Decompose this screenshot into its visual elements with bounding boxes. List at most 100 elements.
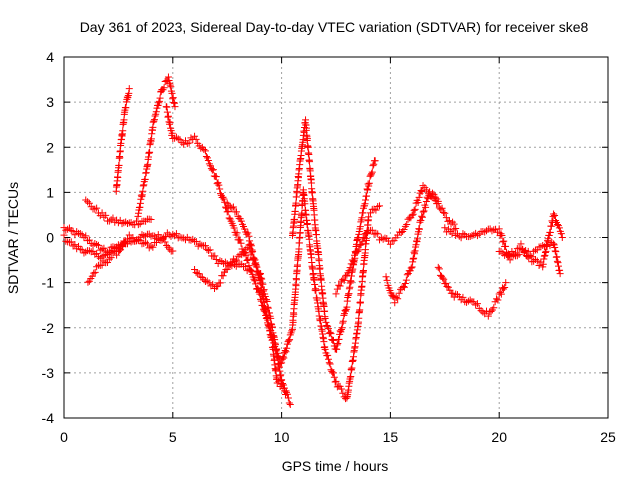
data-point-marker <box>209 166 217 174</box>
data-point-marker <box>286 336 294 344</box>
data-point-marker <box>134 236 142 244</box>
data-point-marker <box>371 157 379 165</box>
data-point-marker <box>306 158 314 166</box>
data-point-marker <box>324 351 332 359</box>
data-point-marker <box>250 255 258 263</box>
data-point-marker <box>96 254 104 262</box>
data-point-marker <box>324 355 332 363</box>
data-point-marker <box>455 232 463 240</box>
data-point-marker <box>195 270 203 278</box>
data-point-marker <box>212 255 220 263</box>
data-point-marker <box>64 225 72 233</box>
data-point-marker <box>283 344 291 352</box>
data-point-marker <box>251 277 259 285</box>
data-point-marker <box>339 389 347 397</box>
data-point-marker <box>98 209 106 217</box>
data-point-marker <box>539 241 547 249</box>
data-point-marker <box>420 207 428 215</box>
data-point-marker <box>356 223 364 231</box>
data-point-marker <box>303 135 311 143</box>
data-point-marker <box>440 275 448 283</box>
data-point-marker <box>333 341 341 349</box>
data-point-marker <box>365 213 373 221</box>
data-point-marker <box>180 140 188 148</box>
data-point-marker <box>212 173 220 181</box>
data-point-marker <box>394 295 402 303</box>
data-point-marker <box>171 103 179 111</box>
y-tick-label: -2 <box>42 320 55 336</box>
data-point-marker <box>302 124 310 132</box>
data-point-marker <box>322 318 330 326</box>
data-point-marker <box>386 240 394 248</box>
data-point-marker <box>206 246 214 254</box>
data-point-marker <box>459 293 467 301</box>
data-point-marker <box>91 268 99 276</box>
data-point-marker <box>159 235 167 243</box>
data-point-marker <box>360 233 368 241</box>
data-point-marker <box>178 139 186 147</box>
data-point-marker <box>540 255 548 263</box>
data-point-marker <box>533 257 541 265</box>
data-point-marker <box>285 399 293 407</box>
data-point-marker <box>553 253 561 261</box>
data-point-marker <box>272 341 280 349</box>
data-point-marker <box>325 359 333 367</box>
data-point-marker <box>91 250 99 258</box>
data-point-marker <box>85 236 93 244</box>
data-point-marker <box>359 267 367 275</box>
data-point-marker <box>312 230 320 238</box>
x-tick-label: 0 <box>60 429 68 445</box>
data-point-marker <box>247 240 255 248</box>
data-point-marker <box>403 221 411 229</box>
data-point-marker <box>408 211 416 219</box>
data-point-marker <box>330 373 338 381</box>
data-point-marker <box>202 153 210 161</box>
data-point-marker <box>506 251 514 259</box>
data-point-marker <box>155 99 163 107</box>
data-point-marker <box>495 225 503 233</box>
data-point-marker <box>216 257 224 265</box>
series-sat-e <box>112 85 133 195</box>
data-point-marker <box>515 244 523 252</box>
data-point-marker <box>165 231 173 239</box>
data-point-marker <box>345 267 353 275</box>
data-point-marker <box>459 230 467 238</box>
data-point-marker <box>107 254 115 262</box>
data-point-marker <box>234 252 242 260</box>
data-point-marker <box>216 185 224 193</box>
data-point-marker <box>226 261 234 269</box>
data-point-marker <box>363 185 371 193</box>
data-point-marker <box>233 229 241 237</box>
data-point-marker <box>320 338 328 346</box>
data-point-marker <box>543 243 551 251</box>
y-tick-label: -3 <box>42 365 55 381</box>
data-point-marker <box>93 204 101 212</box>
data-point-marker <box>147 242 155 250</box>
data-point-marker <box>242 252 250 260</box>
x-tick-label: 20 <box>491 429 507 445</box>
data-point-marker <box>368 226 376 234</box>
data-point-marker <box>181 137 189 145</box>
data-point-marker <box>395 289 403 297</box>
data-point-marker <box>479 228 487 236</box>
data-point-marker <box>347 372 355 380</box>
y-tick-label: 2 <box>46 139 54 155</box>
data-point-marker <box>146 148 154 156</box>
data-point-marker <box>278 359 286 367</box>
data-point-marker <box>211 252 219 260</box>
data-point-marker <box>526 252 534 260</box>
data-point-marker <box>119 242 127 250</box>
data-point-marker <box>140 232 148 240</box>
data-point-marker <box>461 231 469 239</box>
data-point-marker <box>224 207 232 215</box>
data-point-marker <box>473 300 481 308</box>
data-point-marker <box>91 239 99 247</box>
data-point-marker <box>470 231 478 239</box>
series-sat-b <box>60 230 177 262</box>
data-point-marker <box>150 117 158 125</box>
data-point-marker <box>366 209 374 217</box>
data-point-marker <box>519 245 527 253</box>
data-point-marker <box>539 260 547 268</box>
x-axis-tick-labels: 0 5 10 15 20 25 <box>60 429 616 445</box>
data-point-marker <box>364 180 372 188</box>
